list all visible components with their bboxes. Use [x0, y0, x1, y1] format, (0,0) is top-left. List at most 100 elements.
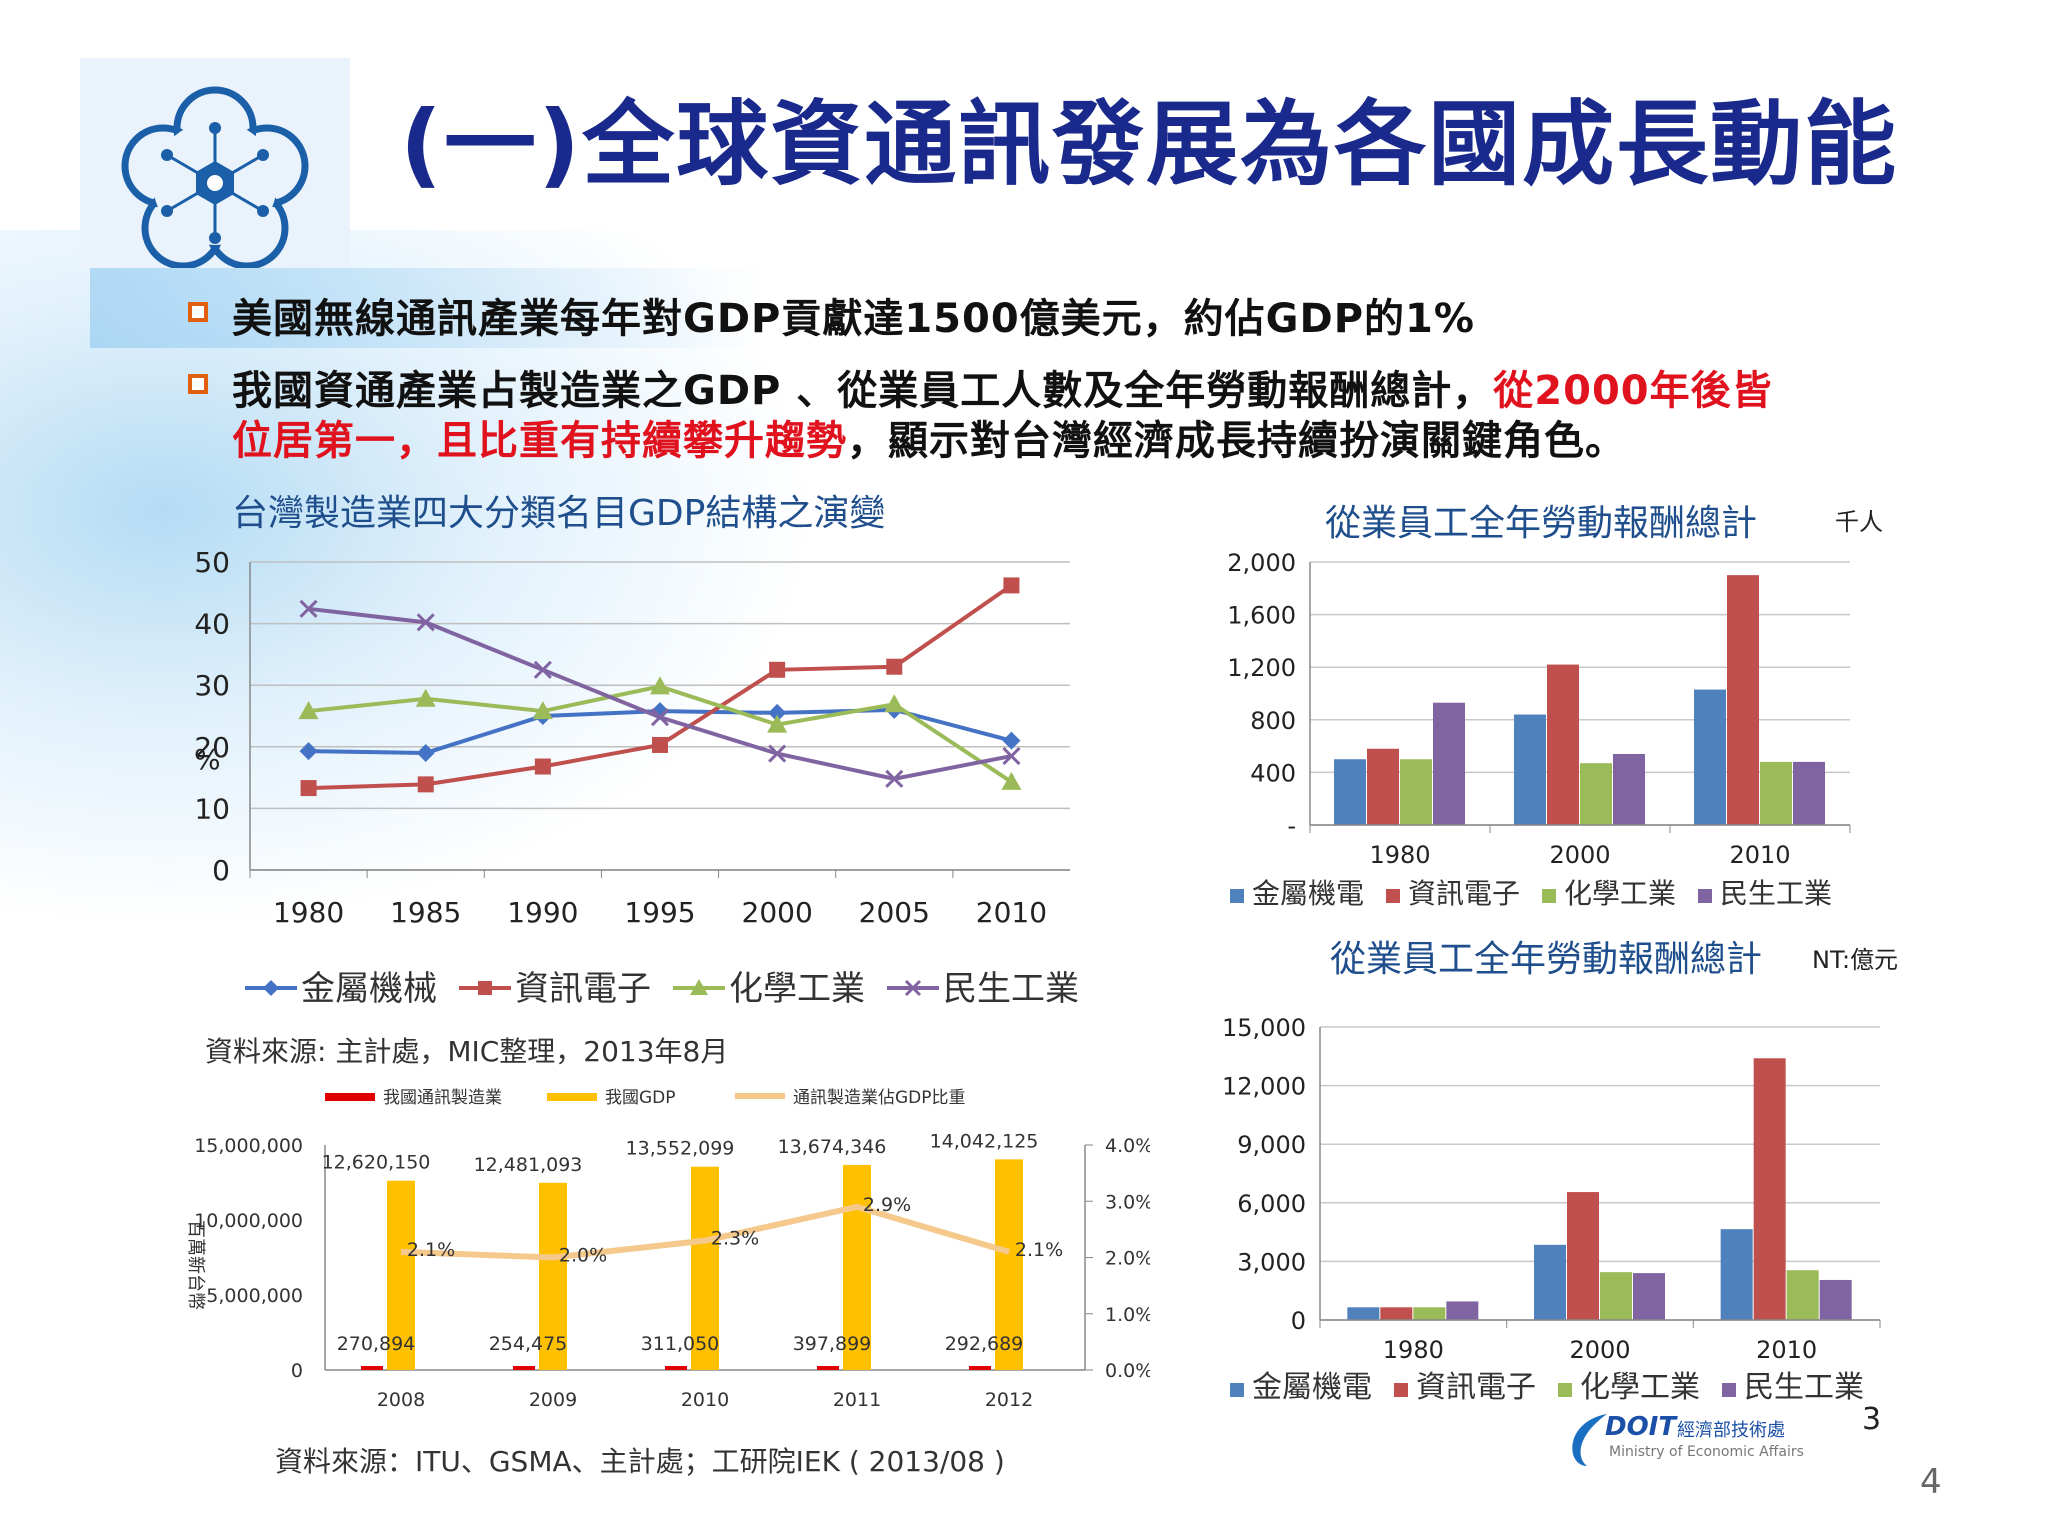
combo-chart: 0 5,000,000 10,000,000 15,000,000 0.0% 1.0% 2.…: [185, 1088, 1150, 1411]
legend-label: 資訊電子: [515, 969, 651, 1009]
plum-blossom-icon: [121, 86, 309, 270]
y-tick-label: 10,000,000: [194, 1210, 303, 1232]
legend-swatch: [1542, 889, 1556, 903]
y-tick-label: 30: [194, 669, 230, 702]
y-tick-label: 5,000,000: [206, 1285, 303, 1307]
y-tick-label: -: [1287, 812, 1296, 840]
y2-tick-label: 3.0%: [1105, 1191, 1150, 1213]
legend-label: 民生工業: [1744, 1370, 1864, 1405]
legend-label: 金屬機械: [301, 969, 437, 1009]
data-point: [415, 688, 436, 707]
y-tick-label: 800: [1250, 707, 1296, 735]
bar: [1547, 664, 1579, 825]
data-label: 2.3%: [711, 1228, 759, 1250]
x-tick-label: 2010: [681, 1389, 729, 1411]
data-label: 2.1%: [1015, 1239, 1063, 1261]
legend-label: 金屬機電: [1252, 877, 1364, 910]
x-tick-label: 1980: [1369, 841, 1430, 869]
bar: [1334, 759, 1366, 825]
bullet-square-icon: [188, 374, 208, 394]
bar: [1753, 1058, 1786, 1320]
bar: [1400, 759, 1432, 825]
data-point: [416, 743, 435, 762]
data-label: 292,689: [945, 1333, 1024, 1355]
y-tick-label: 9,000: [1237, 1131, 1306, 1159]
legend-marker: [478, 981, 492, 995]
y2-tick-label: 2.0%: [1105, 1248, 1150, 1270]
data-point: [768, 744, 787, 763]
bar-chart-1: - 400 800 1,200 1,600 2,000 1980 2000 2010 金屬機電 資訊…: [1227, 549, 1851, 910]
data-point: [1002, 731, 1021, 750]
data-point: [534, 758, 551, 775]
y-tick-label: 50: [194, 546, 230, 579]
bullet-2-line-2: 位居第一，且比重有持續攀升趨勢，顯示對台灣經濟成長持續扮演關鍵角色。: [232, 408, 1626, 466]
data-label: 13,552,099: [626, 1138, 735, 1160]
inner-slide-number: 3: [1862, 1402, 1882, 1437]
legend-swatch: [735, 1093, 785, 1099]
bullet-2-red-1: 從2000年後皆: [1493, 368, 1773, 414]
data-point: [299, 599, 318, 618]
data-label: 270,894: [337, 1333, 416, 1355]
bar: [1380, 1307, 1413, 1320]
bullet-1: 美國無線通訊產業每年對GDP貢獻達1500億美元，約佔GDP的1%: [232, 296, 1475, 342]
y2-tick-label: 4.0%: [1105, 1135, 1150, 1157]
data-label: 13,674,346: [778, 1136, 887, 1158]
legend-label: 通訊製造業佔GDP比重: [793, 1088, 966, 1108]
legend-label: 化學工業: [729, 969, 865, 1009]
legend-label: 民生工業: [1720, 877, 1832, 910]
legend-marker: [690, 979, 708, 995]
x-tick-label: 2010: [976, 896, 1047, 929]
legend-marker: [263, 980, 279, 996]
y2-tick-label: 0.0%: [1105, 1360, 1150, 1382]
legend-label: 我國通訊製造業: [383, 1088, 502, 1108]
bar: [1760, 761, 1792, 825]
bar: [1720, 1229, 1753, 1320]
legend-label: 資訊電子: [1408, 877, 1520, 910]
bar-chart-2-unit: NT:億元: [1812, 946, 1899, 974]
line-chart-source: 資料來源: 主計處，MIC整理，2013年8月: [205, 1035, 729, 1068]
x-tick-label: 2000: [742, 896, 813, 929]
data-point: [1003, 577, 1020, 594]
x-tick-label: 2011: [833, 1389, 881, 1411]
bullet-2-line-1: 我國資通產業占製造業之GDP 、從業員工人數及全年勞動報酬總計，從2000年後皆: [232, 358, 1773, 416]
y-tick-label: 3,000: [1237, 1248, 1306, 1276]
x-tick-label: 2008: [377, 1389, 425, 1411]
emblem-logo: [80, 58, 350, 270]
y-tick-label: 0: [212, 854, 230, 887]
data-label: 12,481,093: [474, 1154, 583, 1176]
bar: [1580, 763, 1612, 825]
y-tick-label: 2,000: [1227, 549, 1296, 577]
bar: [665, 1366, 687, 1370]
legend-swatch: [1394, 1383, 1408, 1397]
data-point: [300, 780, 317, 797]
data-label: 311,050: [641, 1333, 720, 1355]
bar: [539, 1182, 567, 1370]
line-chart-title: 台灣製造業四大分類名目GDP結構之演變: [232, 493, 886, 534]
data-point: [1001, 771, 1022, 790]
bar: [1633, 1273, 1665, 1320]
bullet-2-black-1: 我國資通產業占製造業之GDP 、從業員工人數及全年勞動報酬總計，: [232, 368, 1494, 414]
y-tick-label: 1,600: [1227, 602, 1296, 630]
x-tick-label: 1990: [507, 896, 578, 929]
bar: [1446, 1301, 1479, 1320]
data-point: [533, 660, 552, 679]
swoosh-icon: [1572, 1414, 1607, 1466]
data-point: [884, 694, 905, 713]
legend-marker: [904, 979, 922, 997]
bar: [1433, 702, 1465, 825]
y-tick-label: 0: [291, 1360, 303, 1382]
bar: [1694, 689, 1726, 825]
data-point: [1002, 746, 1021, 766]
bar-chart-2-title: 從業員工全年勞動報酬總計: [1330, 939, 1763, 980]
y-tick-label: 400: [1250, 759, 1296, 787]
legend-label: 民生工業: [943, 969, 1079, 1009]
x-tick-label: 2010: [1729, 841, 1790, 869]
bar: [817, 1366, 839, 1370]
x-tick-label: 2005: [859, 896, 930, 929]
x-tick-label: 2009: [529, 1389, 577, 1411]
data-label: 2.9%: [863, 1194, 911, 1216]
data-point: [768, 703, 787, 722]
y-tick-label: 0: [1291, 1307, 1306, 1335]
y-tick-label: 10: [194, 792, 230, 825]
legend-swatch: [1386, 889, 1400, 903]
